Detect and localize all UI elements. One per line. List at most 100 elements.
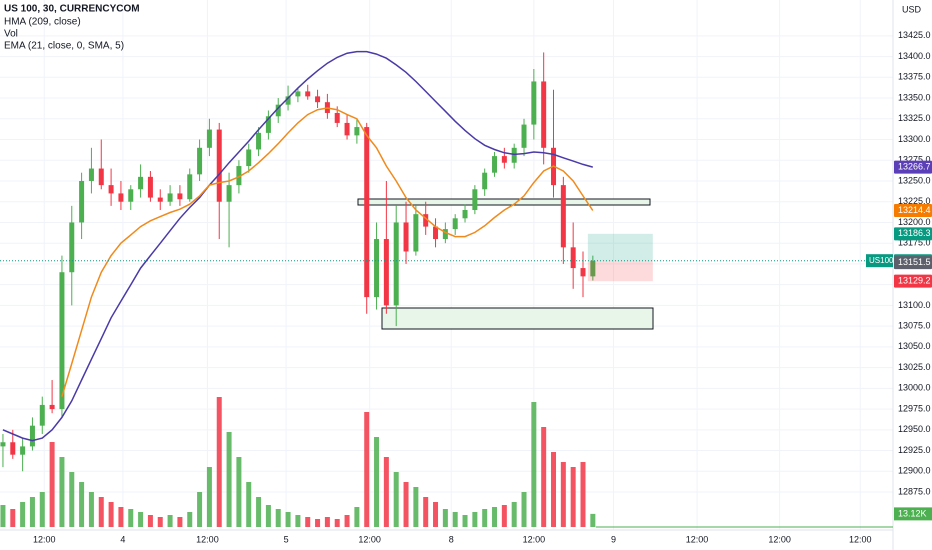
candle-body [344,122,350,136]
currency: USD [902,4,922,14]
volume-bar [256,497,262,527]
candle-body [531,81,537,125]
legend-hma: HMA (209, close) [4,17,81,28]
volume-bar [29,497,35,527]
volume-bar [590,513,596,527]
resistance-zone [357,198,651,206]
candle-body [423,214,429,227]
candle-body [39,404,45,426]
position-loss [587,260,653,282]
y-tick-label: 12950.0 [898,424,931,434]
candle-body [177,193,183,200]
candle-body [10,442,16,455]
indicator-line [2,50,593,442]
volume-bar [138,512,144,527]
price-tag-label: 13151.5 [898,257,931,267]
volume-bar [511,502,517,527]
candle-body [49,404,55,410]
candle-body [88,168,94,181]
volume-bar [383,457,389,527]
y-tick-label: 12900.0 [898,466,931,476]
candle-body [334,112,340,123]
volume-bar [541,427,547,527]
x-tick-label: 12:00 [358,534,381,544]
candle-body [98,168,104,186]
y-tick-label: 12975.0 [898,403,931,413]
volume-bar [423,497,429,527]
candle-body [256,132,262,150]
volume-bar [49,442,55,527]
candle-body [128,189,134,202]
candle-body [20,446,26,455]
volume-bar [315,519,321,527]
y-tick-label: 13025.0 [898,362,931,372]
candle-body [305,91,311,97]
symbol-tag-label: US100 [869,256,894,265]
candle-body [364,127,370,298]
x-tick-label: 12:00 [196,534,219,544]
volume-bar [393,472,399,527]
price-tag [894,256,932,270]
candle-body [216,129,222,202]
candle-body [167,193,173,202]
volume-bar [275,509,281,527]
candle-body [79,180,85,223]
volume-bar [374,437,380,527]
volume-bar [206,467,212,527]
candle-body [560,185,566,248]
y-tick-label: 13100.0 [898,300,931,310]
candle-body [590,260,596,277]
candle-body [59,272,65,410]
candle-body [29,425,35,447]
volume-bar [364,412,370,527]
indicator-line [61,107,594,397]
y-tick-label: 13300.0 [898,134,931,144]
candle-body [452,218,458,230]
volume-bar [560,462,566,527]
volume-bar [501,505,507,527]
volume-bar [413,487,419,527]
y-tick-label: 13275.0 [898,155,931,165]
volume-bar [305,517,311,527]
volume-bar [433,502,439,527]
volume-bar [324,517,330,527]
x-tick-label: 9 [611,534,616,544]
volume-bar [521,492,527,527]
volume-bar [88,492,94,527]
price-tag [894,227,932,241]
candle-body [147,176,153,198]
y-tick-label: 13350.0 [898,92,931,102]
legend-vol: Vol [4,29,18,40]
candle-body [157,197,163,202]
candle-body [0,442,6,447]
legend-ema: EMA (21, close, 0, SMA, 5) [4,41,124,52]
x-tick-label: 12:00 [33,534,56,544]
candle-body [393,222,399,306]
x-tick-label: 5 [284,534,289,544]
candle-body [374,239,380,298]
y-tick-label: 13400.0 [898,51,931,61]
volume-bar [59,457,65,527]
volume-bar [79,482,85,527]
y-tick-label: 13075.0 [898,321,931,331]
candle-body [511,147,517,163]
price-tag [894,274,932,288]
x-tick-label: 12:00 [686,534,709,544]
volume-bar [354,507,360,527]
candle-body [383,239,389,306]
volume-bar [334,519,340,527]
volume-bar [236,457,242,527]
y-tick-label: 12875.0 [898,486,931,496]
volume-bar [226,432,232,527]
candle-body [138,176,144,190]
volume-bar [442,509,448,527]
volume-bar [344,515,350,527]
candle-body [472,189,478,211]
candle-body [246,149,252,167]
y-tick-label: 13225.0 [898,196,931,206]
volume [0,397,596,527]
candle-body [482,172,488,190]
volume-bar [128,509,134,527]
